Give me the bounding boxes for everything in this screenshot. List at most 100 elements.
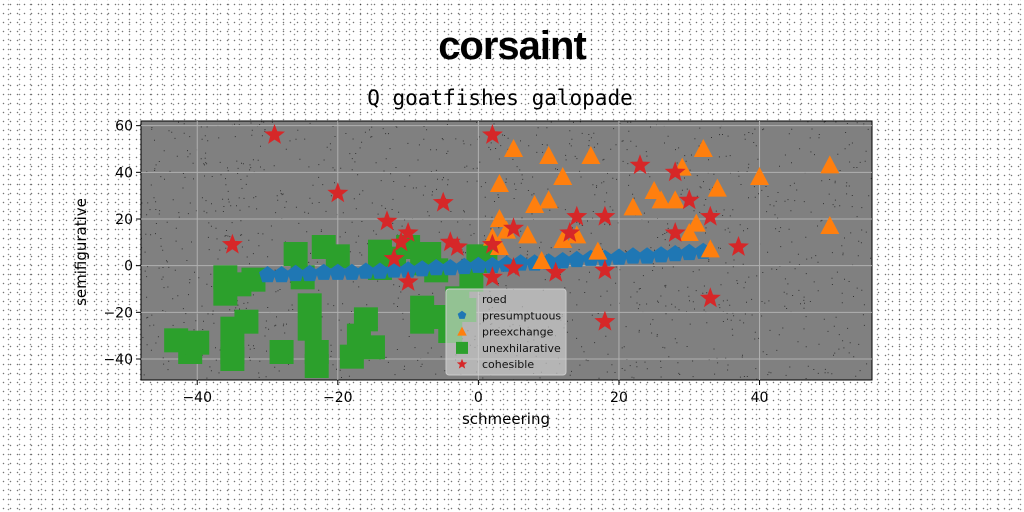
preexchange-point: [518, 225, 538, 244]
preexchange-point: [588, 241, 608, 260]
y-tick-label: −40: [103, 352, 133, 368]
cohesible-point: [678, 189, 700, 210]
cohesible-point: [594, 310, 616, 331]
legend-marker-cohesible: [456, 358, 468, 369]
presumptuous-point: [427, 259, 445, 276]
legend-item-presumptuous: presumptuous: [457, 309, 561, 322]
preexchange-point: [651, 190, 671, 209]
series-cohesible: [221, 124, 749, 331]
unexhilarative-point: [353, 307, 378, 332]
y-tick-label: 60: [115, 119, 133, 135]
axis-ticks: −40 −20 0 20 40 −40 −20 0 20 40 60: [103, 119, 768, 406]
presumptuous-point: [554, 252, 572, 269]
x-tick-label: −40: [182, 390, 212, 406]
preexchange-point: [679, 223, 699, 241]
cohesible-point: [376, 210, 398, 231]
cohesible-point: [664, 161, 686, 182]
cohesible-point: [559, 222, 581, 242]
unexhilarative-point: [234, 309, 259, 334]
presumptuous-point: [273, 266, 291, 283]
preexchange-point: [581, 146, 601, 164]
presumptuous-point: [638, 247, 656, 264]
preexchange-point: [686, 213, 706, 232]
legend-item-roed: roed: [482, 293, 507, 306]
cohesible-point: [221, 233, 243, 254]
cohesible-point: [594, 205, 616, 226]
preexchange-point: [820, 216, 840, 234]
y-tick-label: 20: [115, 212, 133, 228]
legend-box: [445, 288, 567, 376]
legend-marker-presumptuous: [457, 310, 467, 319]
cohesible-point: [397, 222, 419, 242]
cohesible-point: [327, 182, 349, 203]
cohesible-point: [432, 191, 454, 212]
legend-label: presumptuous: [482, 309, 561, 322]
cohesible-point: [390, 231, 412, 252]
legend-label: unexhilarative: [482, 342, 561, 355]
presumptuous-point: [301, 264, 319, 282]
unexhilarative-point: [283, 242, 308, 266]
preexchange-point: [820, 155, 840, 174]
preexchange-point: [532, 251, 552, 269]
legend-item-unexhilarative: unexhilarative: [456, 341, 561, 355]
preexchange-point: [693, 139, 713, 157]
unexhilarative-point: [410, 309, 435, 334]
cohesible-point: [397, 271, 419, 291]
presumptuous-point: [399, 261, 417, 278]
cohesible-point: [383, 247, 405, 268]
presumptuous-point: [329, 263, 347, 280]
chart-subtitle: Q goatfishes galopade: [367, 86, 633, 110]
preexchange-point: [539, 146, 559, 164]
unexhilarative-point: [360, 335, 385, 360]
cohesible-point: [728, 236, 749, 256]
x-axis-label: schmeering: [462, 410, 550, 428]
preexchange-point: [665, 190, 685, 209]
presumptuous-point: [652, 246, 670, 263]
cohesible-point: [699, 205, 721, 226]
presumptuous-point: [568, 250, 586, 268]
legend-label: cohesible: [482, 358, 534, 371]
unexhilarative-point: [304, 354, 329, 378]
cohesible-point: [629, 154, 651, 175]
legend-label: preexchange: [482, 326, 554, 339]
cohesible-point: [264, 124, 285, 144]
presumptuous-point: [343, 263, 361, 280]
y-tick-label: −20: [103, 305, 133, 321]
unexhilarative-point: [185, 330, 210, 355]
legend-item-cohesible: cohesible: [456, 358, 534, 371]
cohesible-point: [439, 231, 461, 252]
cohesible-point: [699, 287, 721, 308]
cohesible-point: [482, 124, 503, 144]
chart-title: corsaint: [438, 24, 587, 68]
cohesible-point: [664, 222, 686, 242]
presumptuous-point: [680, 243, 698, 261]
cohesible-point: [545, 261, 567, 282]
presumptuous-point: [483, 256, 501, 273]
presumptuous-point: [259, 266, 277, 283]
preexchange-point: [525, 195, 545, 213]
cohesible-point: [482, 233, 503, 254]
presumptuous-point: [371, 262, 389, 279]
legend: roed presumptuous preexchange unexhilarativ…: [445, 288, 567, 376]
cohesible-point: [446, 236, 468, 256]
legend-marker-preexchange: [457, 326, 467, 336]
preexchange-point: [539, 190, 559, 209]
legend-item-preexchange: preexchange: [457, 326, 554, 339]
series-presumptuous: [259, 242, 712, 283]
presumptuous-point: [666, 245, 684, 262]
unexhilarative-point: [297, 293, 322, 318]
presumptuous-point: [357, 262, 375, 279]
cohesible-point: [594, 259, 616, 280]
legend-label: roed: [482, 293, 507, 306]
series-preexchange: [482, 139, 840, 269]
cohesible-point: [503, 217, 524, 238]
unexhilarative-point: [325, 244, 350, 269]
y-tick-label: 0: [124, 259, 133, 275]
presumptuous-point: [287, 264, 305, 282]
preexchange-point: [489, 209, 509, 227]
cohesible-point: [566, 205, 588, 226]
preexchange-point: [707, 178, 727, 197]
presumptuous-point: [441, 259, 459, 276]
preexchange-point: [553, 167, 573, 185]
